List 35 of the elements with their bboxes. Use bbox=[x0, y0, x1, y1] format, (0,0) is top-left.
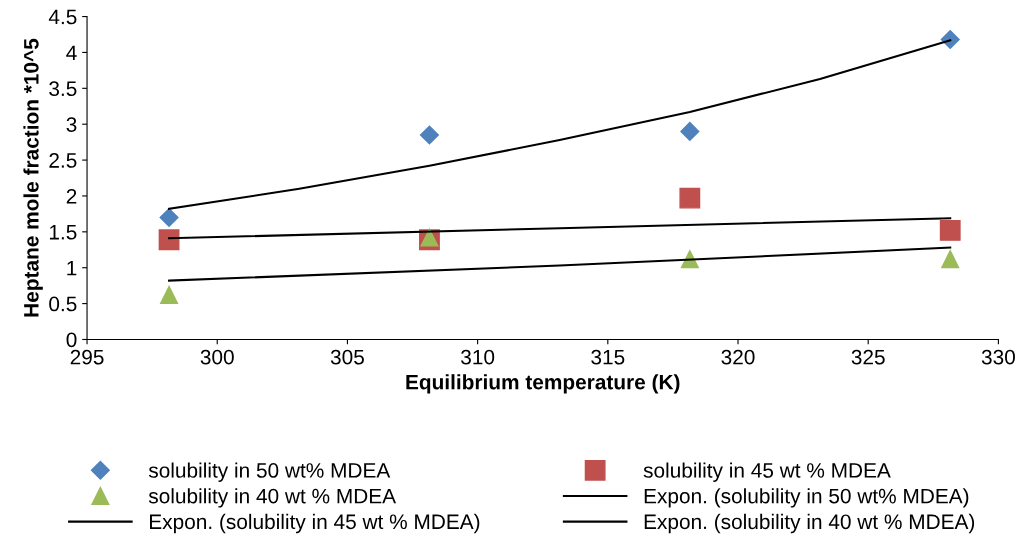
y-tick-label: 0.5 bbox=[49, 296, 77, 312]
x-tick-label: 330 bbox=[981, 349, 1015, 365]
x-tick-label: 320 bbox=[721, 349, 755, 365]
point bbox=[160, 285, 179, 305]
x-axis-title: Equilibrium temperature (K) bbox=[406, 374, 680, 394]
y-tick-label: 4 bbox=[66, 45, 77, 60]
y-tick-label: 2.5 bbox=[49, 153, 77, 168]
y-tick-label: 3 bbox=[66, 117, 77, 132]
x-tick-label: 305 bbox=[330, 349, 364, 365]
y-tick-label: 2 bbox=[66, 188, 77, 204]
legend-label: solubility in 40 wt % MDEA bbox=[148, 488, 397, 508]
x-tick-label: 310 bbox=[461, 349, 495, 365]
y-tick-label: 4.5 bbox=[48, 9, 77, 25]
legend-label: solubility in 50 wt% MDEA bbox=[148, 462, 391, 482]
y-tick-label: 0 bbox=[66, 332, 77, 348]
point bbox=[679, 187, 701, 209]
point bbox=[419, 125, 439, 145]
point bbox=[939, 219, 961, 241]
point bbox=[680, 121, 700, 141]
y-tick-label: 1 bbox=[67, 260, 77, 276]
legend-label: Expon. (solubility in 50 wt% MDEA) bbox=[644, 488, 969, 508]
legend-label: Expon. (solubility in 40 wt % MDEA) bbox=[644, 513, 975, 534]
x-tick-label: 300 bbox=[200, 349, 234, 365]
legend-label: solubility in 45 wt % MDEA bbox=[643, 462, 891, 482]
point bbox=[158, 229, 180, 251]
point bbox=[159, 207, 179, 228]
y-tick-label: 3.5 bbox=[49, 81, 77, 97]
point bbox=[420, 228, 439, 247]
legend-label: Expon. (solubility in 45 wt % MDEA) bbox=[150, 513, 480, 534]
x-tick-label: 295 bbox=[70, 349, 104, 365]
y-tick-label: 1.5 bbox=[49, 225, 77, 240]
point bbox=[941, 250, 960, 269]
x-tick-label: 315 bbox=[591, 349, 625, 365]
y-axis-title: Heptane mole fraction *10^5 bbox=[23, 38, 43, 317]
x-tick-label: 325 bbox=[851, 349, 885, 365]
